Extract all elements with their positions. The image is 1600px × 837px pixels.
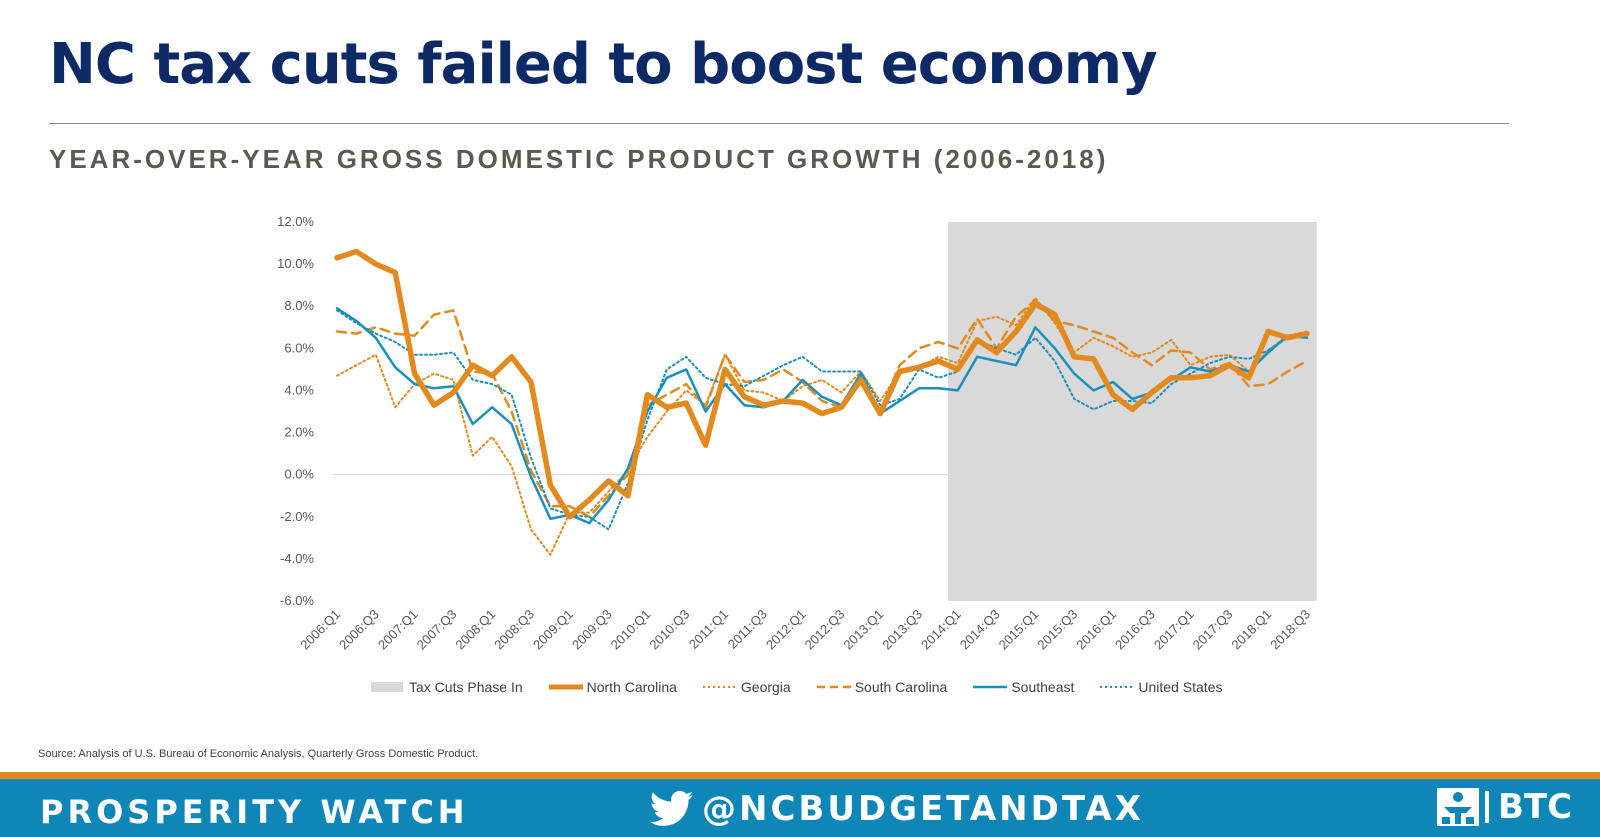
y-tick-label: 8.0% <box>284 298 314 313</box>
legend-swatch-dotted-line-icon <box>702 686 737 688</box>
y-tick-label: 0.0% <box>284 467 314 482</box>
x-tick-label: 2015:Q1 <box>996 607 1042 653</box>
x-tick-label: 2007:Q3 <box>414 607 460 653</box>
legend-swatch-solid-line-icon <box>973 685 1008 689</box>
footer-brand: BTC <box>1436 787 1572 827</box>
x-tick-label: 2013:Q1 <box>840 607 886 653</box>
gdp-growth-line-chart: -6.0% -4.0% -2.0% 0.0% 2.0% 4.0% 6.0% 8.0% 10.0%… <box>277 214 1317 653</box>
x-tick-label: 2008:Q1 <box>452 607 498 653</box>
x-tick-label: 2008:Q3 <box>491 607 537 653</box>
x-tick-label: 2014:Q3 <box>957 607 1003 653</box>
x-tick-label: 2009:Q3 <box>569 607 615 653</box>
y-tick-label: 10.0% <box>277 256 314 271</box>
legend-label: Tax Cuts Phase In <box>409 679 523 695</box>
x-tick-label: 2013:Q3 <box>879 607 925 653</box>
x-tick-label: 2012:Q1 <box>763 607 809 653</box>
series-line-north-carolina <box>334 248 1310 520</box>
y-tick-label: -2.0% <box>280 509 314 524</box>
legend-item-north-carolina: North Carolina <box>548 679 677 695</box>
chart-legend: Tax Cuts Phase In North Carolina Georgia… <box>371 679 1248 695</box>
y-tick-label: -4.0% <box>280 551 314 566</box>
x-tick-label: 2015:Q3 <box>1034 607 1080 653</box>
y-tick-label: -6.0% <box>280 593 314 608</box>
source-note: Source: Analysis of U.S. Bureau of Econo… <box>38 748 479 760</box>
y-tick-label: 6.0% <box>284 340 314 355</box>
footer-bar: PROSPERITY WATCH @NCBUDGETANDTAX BTC <box>0 779 1600 837</box>
y-tick-label: 2.0% <box>284 425 314 440</box>
legend-item-united-states: United States <box>1100 679 1222 695</box>
x-tick-label: 2007:Q1 <box>375 607 421 653</box>
series-line-georgia <box>336 296 1308 556</box>
legend-label: Southeast <box>1011 679 1075 695</box>
legend-label: United States <box>1138 679 1223 695</box>
legend-swatch-shaded-icon <box>371 682 403 692</box>
legend-item-tax-cuts-phase-in: Tax Cuts Phase In <box>371 679 523 695</box>
y-tick-label: 4.0% <box>284 382 314 397</box>
brand-text: BTC <box>1498 787 1573 827</box>
legend-swatch-dotted-line-icon <box>1100 686 1135 688</box>
x-tick-label: 2010:Q1 <box>608 607 654 653</box>
x-tick-label: 2010:Q3 <box>646 607 692 653</box>
footer-handle-text: @NCBUDGETANDTAX <box>702 789 1144 829</box>
x-tick-label: 2009:Q1 <box>530 607 576 653</box>
footer-twitter-handle[interactable]: @NCBUDGETANDTAX <box>650 789 1144 829</box>
legend-item-southeast: Southeast <box>973 679 1074 695</box>
y-tick-label: 12.0% <box>277 214 314 229</box>
btc-logo-icon <box>1437 788 1479 826</box>
x-tick-label: 2016:Q1 <box>1073 607 1119 653</box>
brand-divider-icon <box>1485 791 1489 823</box>
x-tick-label: 2017:Q3 <box>1190 607 1236 653</box>
x-tick-label: 2012:Q3 <box>802 607 848 653</box>
legend-swatch-dashed-line-icon <box>816 685 851 689</box>
x-tick-label: 2006:Q3 <box>336 607 382 653</box>
x-tick-label: 2018:Q3 <box>1267 607 1313 653</box>
x-tick-label: 2017:Q1 <box>1151 607 1197 653</box>
series-line-united-states <box>336 309 1308 531</box>
x-tick-label: 2011:Q1 <box>686 607 731 652</box>
chart-subtitle: YEAR-OVER-YEAR GROSS DOMESTIC PRODUCT GR… <box>49 144 1109 174</box>
footer-prosperity-watch: PROSPERITY WATCH <box>40 793 469 831</box>
x-tick-label: 2011:Q3 <box>725 607 770 652</box>
x-tick-label: 2016:Q3 <box>1112 607 1158 653</box>
legend-item-south-carolina: South Carolina <box>816 679 948 695</box>
series-line-south-carolina <box>335 298 1309 519</box>
legend-label: South Carolina <box>854 679 948 695</box>
x-tick-label: 2006:Q1 <box>297 607 343 653</box>
x-tick-label: 2018:Q1 <box>1228 607 1274 653</box>
twitter-bird-icon <box>650 790 694 826</box>
page-title: NC tax cuts failed to boost economy <box>49 32 1158 97</box>
x-tick-label: 2014:Q1 <box>918 607 964 653</box>
footer-accent-stripe <box>0 772 1600 779</box>
legend-label: North Carolina <box>586 679 677 695</box>
legend-swatch-thick-line-icon <box>548 684 583 690</box>
title-divider <box>49 123 1509 124</box>
legend-label: Georgia <box>740 679 791 695</box>
legend-item-georgia: Georgia <box>702 679 791 695</box>
